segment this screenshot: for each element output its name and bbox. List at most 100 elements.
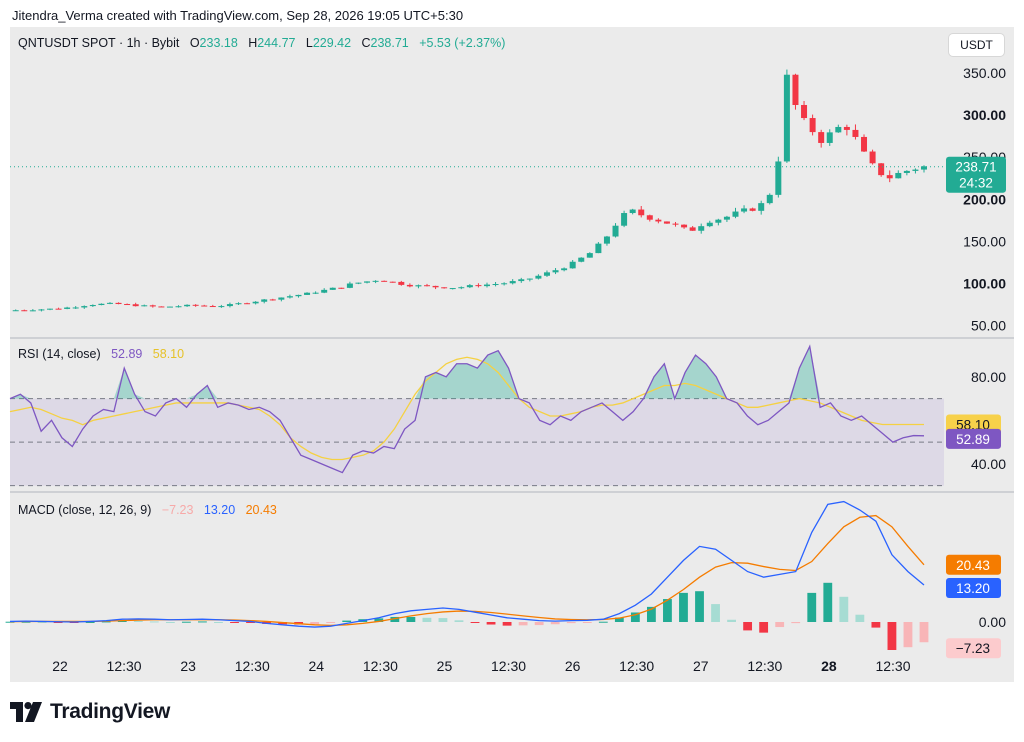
candle-body <box>783 74 790 162</box>
candle-body <box>509 281 516 284</box>
candle-body <box>646 215 653 220</box>
macd-signal-badge-value: 20.43 <box>956 558 990 573</box>
macd-value: 13.20 <box>203 503 236 517</box>
candle-body <box>72 307 79 309</box>
candle-body <box>46 308 53 310</box>
candle-body <box>64 307 71 309</box>
x-axis-tick: 23 <box>180 658 196 674</box>
low-label: L <box>305 36 313 50</box>
candle-body <box>603 236 610 244</box>
candle-body <box>886 175 893 179</box>
candle-body <box>758 203 765 211</box>
macd-histogram-bar <box>454 620 464 622</box>
candle-body <box>655 219 662 222</box>
macd-histogram-bar <box>181 621 191 623</box>
candle-body <box>132 304 139 307</box>
candle-body <box>295 294 302 297</box>
candle-body <box>372 280 379 282</box>
candle-body <box>415 285 422 287</box>
macd-histogram-bar <box>117 620 127 622</box>
macd-histogram-bar <box>101 621 111 623</box>
candle-body <box>518 279 525 282</box>
open-label: O <box>189 36 200 50</box>
macd-indicator-label[interactable]: MACD (close, 12, 26, 9) <box>18 503 152 517</box>
macd-histogram-bar <box>743 622 753 631</box>
candle-body <box>21 310 28 312</box>
candle-body <box>321 289 328 293</box>
tradingview-brand: TradingView <box>50 700 171 723</box>
candle-body <box>526 278 533 280</box>
macd-histogram-bar <box>582 622 592 623</box>
macd-histogram-bar <box>5 621 15 623</box>
macd-hist-value: −7.23 <box>161 503 194 517</box>
x-axis-tick: 12:30 <box>235 658 270 674</box>
macd-signal-line <box>9 514 925 627</box>
macd-histogram-bar <box>598 621 608 623</box>
macd-histogram-bar <box>406 616 416 622</box>
rsi-ma-value: 58.10 <box>152 347 185 361</box>
price-y-tick: 300.00 <box>963 107 1006 123</box>
rsi-y-tick: 40.00 <box>971 456 1006 472</box>
candle-body <box>338 287 345 289</box>
candle-body <box>261 299 268 302</box>
candle-body <box>569 261 576 269</box>
macd-hist-badge-value: −7.23 <box>956 641 990 656</box>
macd-histogram-bar <box>165 622 175 623</box>
macd-histogram-bar <box>374 618 384 622</box>
candle-body <box>312 292 319 294</box>
macd-histogram-bar <box>695 591 704 622</box>
macd-histogram-bar <box>246 622 255 623</box>
currency-button[interactable]: USDT <box>949 34 1004 56</box>
macd-histogram-bar <box>486 622 496 625</box>
rsi-ma-line <box>9 356 924 461</box>
macd-histogram-bar <box>855 614 865 622</box>
macd-pane <box>5 500 929 650</box>
macd-histogram-bar <box>518 622 528 626</box>
tradingview-logo[interactable]: TradingView <box>10 700 170 724</box>
candle-body <box>38 309 45 311</box>
candle-body <box>346 283 353 288</box>
x-axis-tick: 12:30 <box>363 658 398 674</box>
macd-histogram-bar <box>422 617 432 622</box>
symbol-label[interactable]: QNTUSDT SPOT · 1h · Bybit <box>18 36 180 50</box>
macd-histogram-bar <box>149 621 159 623</box>
high-label: H <box>248 36 258 50</box>
macd-histogram-bar <box>919 622 929 643</box>
candle-body <box>869 151 876 164</box>
chart-frame <box>10 27 1014 682</box>
macd-histogram-bar <box>791 622 801 624</box>
candle-body <box>835 126 842 133</box>
x-axis-tick: 12:30 <box>107 658 142 674</box>
candle-body <box>184 304 191 307</box>
candle-body <box>492 284 499 286</box>
candle-body <box>218 306 225 308</box>
candle-body <box>672 223 679 225</box>
close-value: 238.71 <box>370 36 409 50</box>
chart-credit: Jitendra_Verma created with TradingView.… <box>12 8 464 23</box>
rsi-line <box>9 344 925 474</box>
candle-body <box>389 281 396 283</box>
candle-body <box>715 219 722 223</box>
x-axis-tick: 12:30 <box>747 658 782 674</box>
candle-body <box>398 281 405 285</box>
macd-histogram-bar <box>807 592 817 622</box>
candle-body <box>269 299 276 301</box>
macd-histogram-bar <box>839 596 849 622</box>
candle-body <box>723 216 730 220</box>
macd-histogram-bar <box>566 622 576 624</box>
candle-body <box>458 287 465 289</box>
candle-body <box>663 221 670 224</box>
tradingview-logo-icon <box>10 702 42 722</box>
candle-body <box>612 225 619 237</box>
rsi-pane <box>9 344 944 487</box>
macd-histogram-bar <box>711 604 720 622</box>
macd-histogram-bar <box>887 622 897 650</box>
macd-histogram-bar <box>214 622 223 623</box>
candle-body <box>475 285 482 287</box>
candle-body <box>741 208 748 212</box>
rsi-indicator-label[interactable]: RSI (14, close) <box>18 347 101 361</box>
candle-body <box>732 211 739 217</box>
x-axis-tick: 27 <box>693 658 709 674</box>
price-y-tick: 350.00 <box>963 65 1006 81</box>
